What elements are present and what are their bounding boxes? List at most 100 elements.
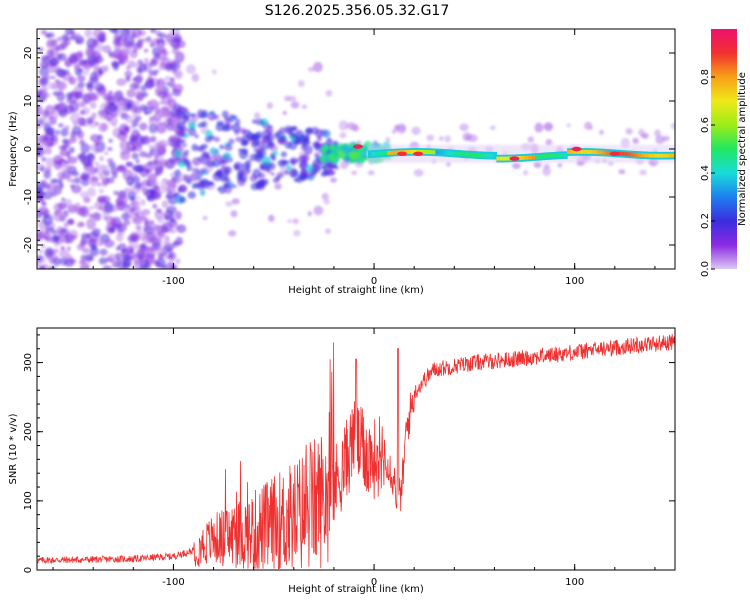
noise-blob — [108, 226, 115, 233]
faint-blob — [225, 201, 234, 207]
faint-blob — [325, 89, 333, 97]
noise-blob — [141, 91, 149, 98]
noise-blob — [84, 29, 93, 38]
signal-blob — [192, 157, 201, 166]
noise-blob — [58, 250, 70, 258]
noise-blob — [170, 217, 176, 223]
colorbar-ticks: 0.0 0.2 0.4 0.6 0.8 — [700, 69, 715, 277]
band-segment-core — [557, 153, 562, 158]
noise-blob — [94, 161, 99, 166]
signal-blob — [314, 152, 321, 158]
noise-blob — [48, 57, 60, 66]
faint-blob — [426, 134, 435, 141]
noise-blob — [79, 174, 87, 180]
signal-blob — [328, 154, 338, 162]
signal-band — [353, 144, 675, 163]
noise-blob — [56, 44, 66, 51]
noise-blob — [141, 38, 148, 43]
signal-blob — [200, 143, 208, 150]
signal-blob — [241, 140, 249, 147]
faint-blob — [639, 169, 647, 176]
faint-blob — [557, 163, 563, 168]
faint-blob — [523, 170, 529, 176]
band-segment-core — [480, 153, 485, 158]
noise-blob — [47, 186, 59, 197]
band-segment-core — [628, 152, 632, 157]
noise-blob — [121, 48, 130, 58]
noise-blob — [113, 91, 122, 99]
noise-blob — [79, 265, 85, 269]
band-segment-core — [377, 151, 382, 156]
noise-blob — [134, 206, 142, 212]
signal-blob — [224, 143, 233, 152]
snr-xtick-label: 0 — [371, 577, 377, 588]
faint-blob — [438, 136, 444, 142]
noise-blob — [156, 38, 166, 49]
noise-blob — [69, 135, 77, 144]
noise-blob — [38, 206, 49, 215]
noise-blob — [142, 187, 150, 196]
band-segment-core — [631, 152, 636, 157]
noise-blob — [120, 151, 131, 161]
noise-blob — [127, 234, 138, 242]
signal-blob — [196, 176, 202, 181]
noise-blob — [64, 125, 70, 131]
noise-blob — [115, 246, 120, 251]
noise-blob — [148, 144, 154, 149]
noise-blob — [169, 29, 180, 38]
noise-blob — [174, 51, 185, 63]
noise-blob — [37, 229, 46, 239]
band-segment-core — [579, 149, 584, 154]
signal-blob — [190, 113, 196, 118]
snr-ylabel: SNR (10 * v/v) — [8, 413, 19, 484]
signal-blob — [224, 167, 230, 173]
noise-blob — [133, 212, 139, 216]
noise-blob — [116, 194, 128, 207]
noise-blob — [70, 178, 75, 184]
band-segment-core — [451, 151, 456, 156]
band-segment-core — [384, 151, 388, 156]
noise-blob — [126, 161, 134, 168]
noise-blob — [132, 29, 142, 38]
band-segment-core — [518, 156, 523, 160]
band-segment-core — [551, 153, 555, 158]
noise-blob — [99, 241, 104, 246]
noise-blob — [152, 142, 163, 154]
noise-blob — [143, 217, 150, 224]
spectrogram-ytick-label: 20 — [23, 47, 34, 60]
faint-blob — [446, 162, 451, 167]
noise-blob — [53, 202, 64, 212]
signal-blob — [301, 153, 310, 163]
signal-blob — [219, 144, 225, 150]
faint-blob — [268, 214, 275, 222]
band-segment-core — [634, 152, 639, 157]
noise-blob — [40, 92, 45, 98]
band-segment-core — [605, 150, 610, 155]
noise-blob — [126, 89, 136, 98]
signal-blob — [182, 157, 187, 164]
signal-blob — [211, 153, 221, 161]
faint-blob — [293, 229, 301, 237]
band-segment-core — [422, 150, 427, 154]
band-segment-core — [535, 154, 539, 159]
band-segment-core — [387, 150, 392, 155]
signal-blob — [202, 109, 208, 117]
signal-blob — [325, 138, 334, 146]
band-segment-core — [483, 153, 488, 158]
band-segment-core — [602, 150, 607, 155]
faint-blob — [191, 73, 200, 82]
signal-blob — [174, 157, 182, 165]
faint-blob — [307, 66, 315, 72]
band-segment-core — [541, 154, 546, 159]
noise-blob — [139, 151, 147, 158]
faint-blob — [298, 80, 305, 88]
signal-blob — [186, 164, 193, 172]
noise-blob — [62, 144, 70, 150]
noise-blob — [166, 81, 171, 87]
noise-blob — [164, 75, 171, 82]
band-segment-core — [435, 150, 440, 155]
noise-blob — [171, 138, 176, 144]
faint-blob — [288, 95, 297, 102]
signal-blob — [209, 147, 217, 155]
